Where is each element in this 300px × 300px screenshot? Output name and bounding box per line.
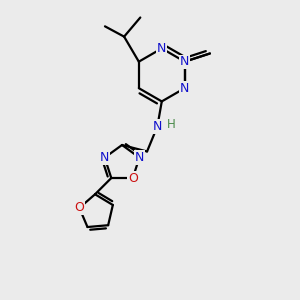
Text: N: N bbox=[180, 82, 189, 95]
Text: H: H bbox=[167, 118, 176, 131]
Text: O: O bbox=[74, 201, 84, 214]
Text: N: N bbox=[157, 42, 167, 55]
Text: N: N bbox=[100, 151, 110, 164]
Text: N: N bbox=[180, 55, 189, 68]
Text: N: N bbox=[153, 120, 162, 133]
Text: O: O bbox=[128, 172, 138, 184]
Text: N: N bbox=[135, 151, 144, 164]
